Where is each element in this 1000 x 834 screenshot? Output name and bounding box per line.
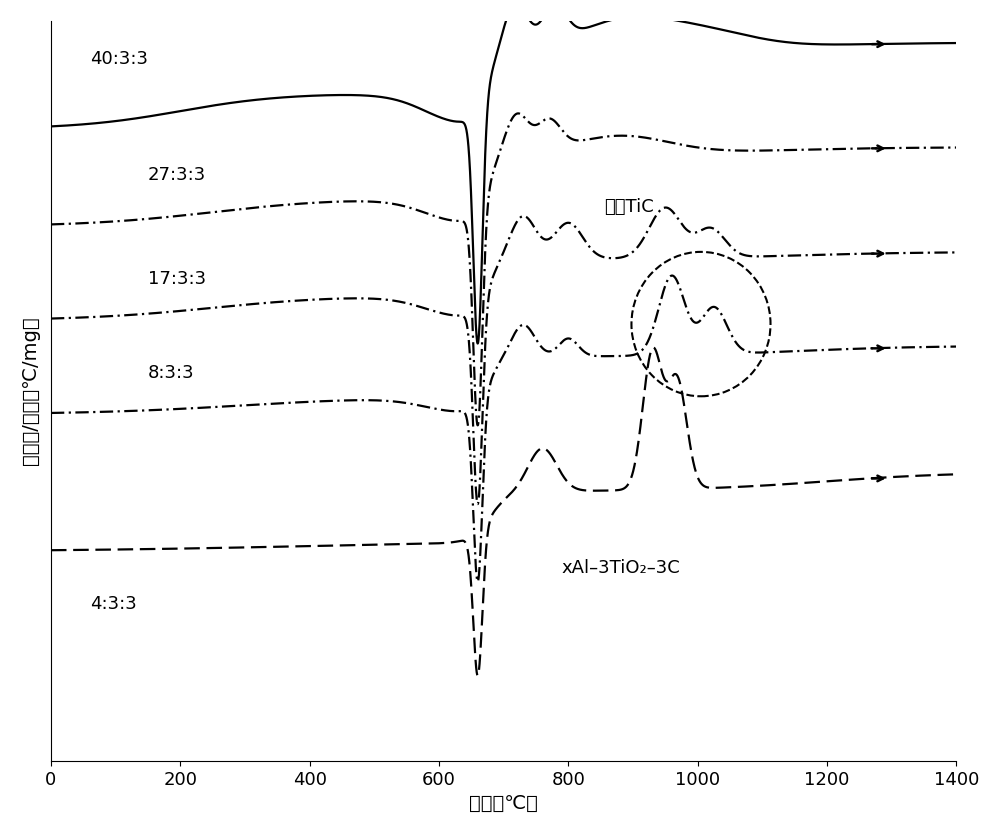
X-axis label: 温度（℃）: 温度（℃）	[469, 794, 538, 813]
Text: 合成TiC: 合成TiC	[604, 198, 654, 216]
Text: 40:3:3: 40:3:3	[90, 50, 148, 68]
Y-axis label: 温度差/重量（℃/mg）: 温度差/重量（℃/mg）	[21, 317, 40, 465]
Text: 27:3:3: 27:3:3	[148, 166, 206, 183]
Text: xAl–3TiO₂–3C: xAl–3TiO₂–3C	[562, 559, 681, 577]
Text: 17:3:3: 17:3:3	[148, 270, 206, 289]
Text: 8:3:3: 8:3:3	[148, 364, 195, 382]
Text: 4:3:3: 4:3:3	[90, 595, 137, 613]
